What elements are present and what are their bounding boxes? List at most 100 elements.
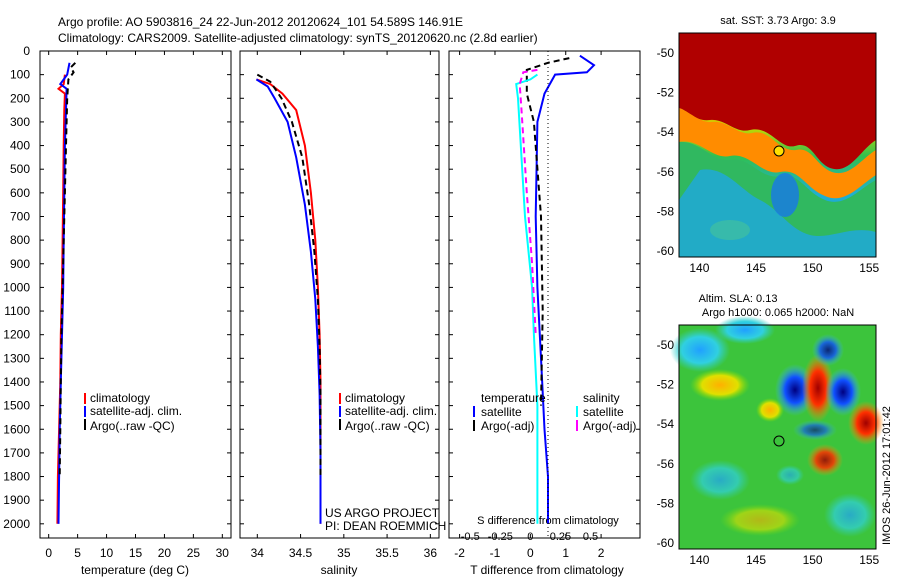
annotation-pi: PI: DEAN ROEMMICH [325,519,446,533]
xtick-label: -0.5 [461,531,480,543]
map-ytick-label: -58 [657,496,675,510]
legend-label: Argo(..raw -QC) [345,419,430,433]
map-xtick-label: 150 [803,553,823,567]
map-xtick-label: 150 [803,261,823,275]
xtick-label: 35 [337,546,351,560]
sla-map-xtick-labels: 140 145 150 155 [689,553,879,567]
map-xtick-label: 155 [859,553,879,567]
sla-low [824,493,876,537]
series-line [525,57,570,406]
argo-position-marker [773,145,785,157]
xtick-label: 0.25 [550,531,571,543]
depth-tick-label: 1200 [3,328,30,342]
header-title: Argo profile: AO 5903816_24 22-Jun-2012 … [58,15,463,29]
map-xtick-label: 145 [746,261,766,275]
sla-low [776,465,804,485]
sla-cyclonic-eddy [812,334,844,366]
sla-map-ytick-labels: -50 -52 -54 -56 -58 -60 [657,338,675,550]
depth-tick-label: 1300 [3,351,30,365]
salinity-xtick-labels: 34 34.5 35 35.5 36 [251,51,438,560]
temperature-xtick-labels: 0 5 10 15 20 25 30 [45,51,229,560]
depth-tick-label: 1700 [3,446,30,460]
sla-map [670,316,884,550]
sla-low [715,316,775,344]
series-line [255,78,322,524]
map-xtick-label: 140 [689,261,709,275]
xtick-label: 0 [527,531,533,543]
salinity-axes [239,50,440,539]
series-line [256,73,322,477]
legend-label: Argo(-adj) [583,419,636,433]
xtick-label: 0 [45,546,52,560]
depth-tick-label: 2000 [3,517,30,531]
difference-axes [448,50,641,539]
sla-anticyclonic-eddy [807,444,843,476]
map-xtick-label: 140 [689,553,709,567]
xtick-label: 0 [527,546,534,560]
legend-label: Argo(-adj) [481,419,534,433]
depth-tick-label: 900 [10,257,30,271]
sst-map-title: sat. SST: 3.73 Argo: 3.9 [720,15,836,27]
xtick-label: 34 [251,546,265,560]
series-line [534,54,596,524]
depth-tick-label: 1400 [3,375,30,389]
xtick-label: 30 [216,546,230,560]
annotation-project: US ARGO PROJECT [325,506,440,520]
sla-map-frame [678,324,877,550]
sla-anticyclonic-eddy [848,401,884,445]
legend-label: satellite [481,405,522,419]
depth-tick-label: 1800 [3,470,30,484]
difference-series [515,54,596,524]
xtick-label: -1 [490,546,501,560]
map-ytick-label: -50 [657,46,675,60]
legend-label: climatology [90,391,150,405]
depth-tick-label: 1000 [3,280,30,294]
legend-label: satellite-adj. clim. [90,404,182,418]
depth-tick-label: 1900 [3,493,30,507]
sst-map-frame [678,32,877,258]
xtick-label: 10 [100,546,114,560]
salinity-series [255,73,322,524]
sla-map-subtitle: Argo h1000: 0.065 h2000: NaN [702,307,854,319]
depth-tick-label: 1100 [4,304,30,318]
sla-low [690,460,750,500]
sst-map-ytick-labels: -50 -52 -54 -56 -58 -60 [657,46,675,258]
xtick-label: 5 [74,546,81,560]
legend-label: satellite [583,405,624,419]
sla-high [720,504,800,536]
legend-label: Argo(..raw -QC) [90,419,175,433]
sla-cyclonic-eddy [793,420,837,440]
depth-tick-label: 500 [10,162,30,176]
tdiff-xtick-labels: -2 -1 0 1 2 [454,51,605,560]
sst-warm-region [679,33,876,170]
map-ytick-label: -52 [657,85,675,99]
xtick-label: 0.5 [583,531,598,543]
sdiff-xtick-labels: -0.5 -0.25 0 0.25 0.5 [461,531,598,543]
argo-position-marker [773,435,785,447]
temperature-legend: climatology satellite-adj. clim. Argo(..… [84,391,182,433]
xtick-label: 34.5 [289,546,313,560]
series-line [58,62,77,477]
legend-label: climatology [345,391,405,405]
series-line [256,78,322,524]
depth-tick-label: 0 [23,44,30,58]
temperature-xlabel: temperature (deg C) [81,563,189,577]
imos-timestamp: IMOS 26-Jun-2012 17:01:42 [881,406,893,545]
depth-tick-label: 300 [10,115,30,129]
map-xtick-label: 145 [746,553,766,567]
map-ytick-label: -56 [657,165,675,179]
depth-tick-label: 800 [10,233,30,247]
tdiff-xlabel: T difference from climatology [470,563,624,577]
depth-tick-labels: 0 100 200 300 400 500 600 700 800 900 1000 1100 1200… [3,44,640,531]
sla-low [670,328,730,372]
header-subtitle: Climatology: CARS2009. Satellite-adjuste… [58,31,538,45]
sst-blob [710,220,750,240]
depth-tick-label: 100 [10,68,30,82]
salinity-xlabel: salinity [321,563,358,577]
depth-tick-label: 400 [10,139,30,153]
legend-title-salinity: salinity [583,391,620,405]
map-ytick-label: -50 [657,338,675,352]
xtick-label: 36 [424,546,438,560]
sst-map-xtick-labels: 140 145 150 155 [689,261,879,275]
